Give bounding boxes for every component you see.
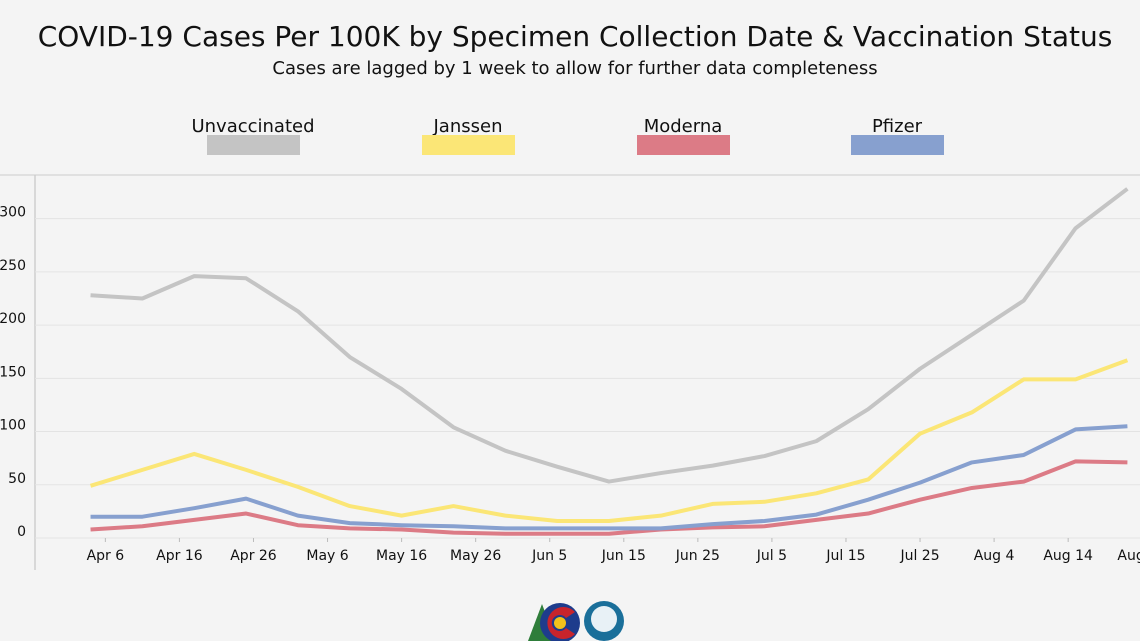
- chart-subtitle: Cases are lagged by 1 week to allow for …: [272, 58, 877, 79]
- x-tick-label: Aug 4: [974, 548, 1015, 564]
- x-tick-label: Apr 6: [87, 548, 125, 564]
- y-tick-label: 250: [0, 258, 26, 274]
- x-tick-label: Jun 15: [601, 548, 646, 564]
- x-tick-label: Aug 24: [1117, 548, 1140, 564]
- series-line: [89, 358, 1129, 523]
- chart-title: COVID-19 Cases Per 100K by Specimen Coll…: [38, 20, 1113, 53]
- legend-label: Janssen: [433, 116, 503, 137]
- y-tick-label: 200: [0, 311, 26, 327]
- x-tick-label: Apr 16: [156, 548, 203, 564]
- x-tick-label: May 26: [450, 548, 501, 564]
- x-tick-label: Jun 25: [675, 548, 720, 564]
- y-tick-label: 50: [8, 471, 26, 487]
- series-line: [90, 424, 1128, 531]
- x-tick-label: May 6: [306, 548, 348, 564]
- legend-label: Moderna: [644, 116, 723, 137]
- legend-swatch: [851, 135, 944, 155]
- logo: [528, 601, 624, 641]
- x-tick-label: Jul 15: [825, 548, 865, 564]
- y-tick-label: 300: [0, 205, 26, 221]
- legend-swatch: [207, 135, 300, 155]
- legend-label: Pfizer: [872, 116, 923, 137]
- y-tick-label: 150: [0, 364, 26, 380]
- x-tick-label: Jul 5: [756, 548, 787, 564]
- series-line: [90, 187, 1129, 484]
- series-line: [90, 459, 1128, 536]
- x-tick-label: Jul 25: [899, 548, 939, 564]
- x-tick-label: Apr 26: [230, 548, 277, 564]
- legend-swatch: [637, 135, 730, 155]
- x-tick-label: Aug 14: [1043, 548, 1093, 564]
- legend-label: Unvaccinated: [191, 116, 314, 137]
- y-tick-label: 100: [0, 418, 26, 434]
- x-tick-label: Jun 5: [531, 548, 567, 564]
- legend-swatch: [422, 135, 515, 155]
- y-tick-label: 0: [17, 524, 26, 540]
- x-tick-label: May 16: [376, 548, 427, 564]
